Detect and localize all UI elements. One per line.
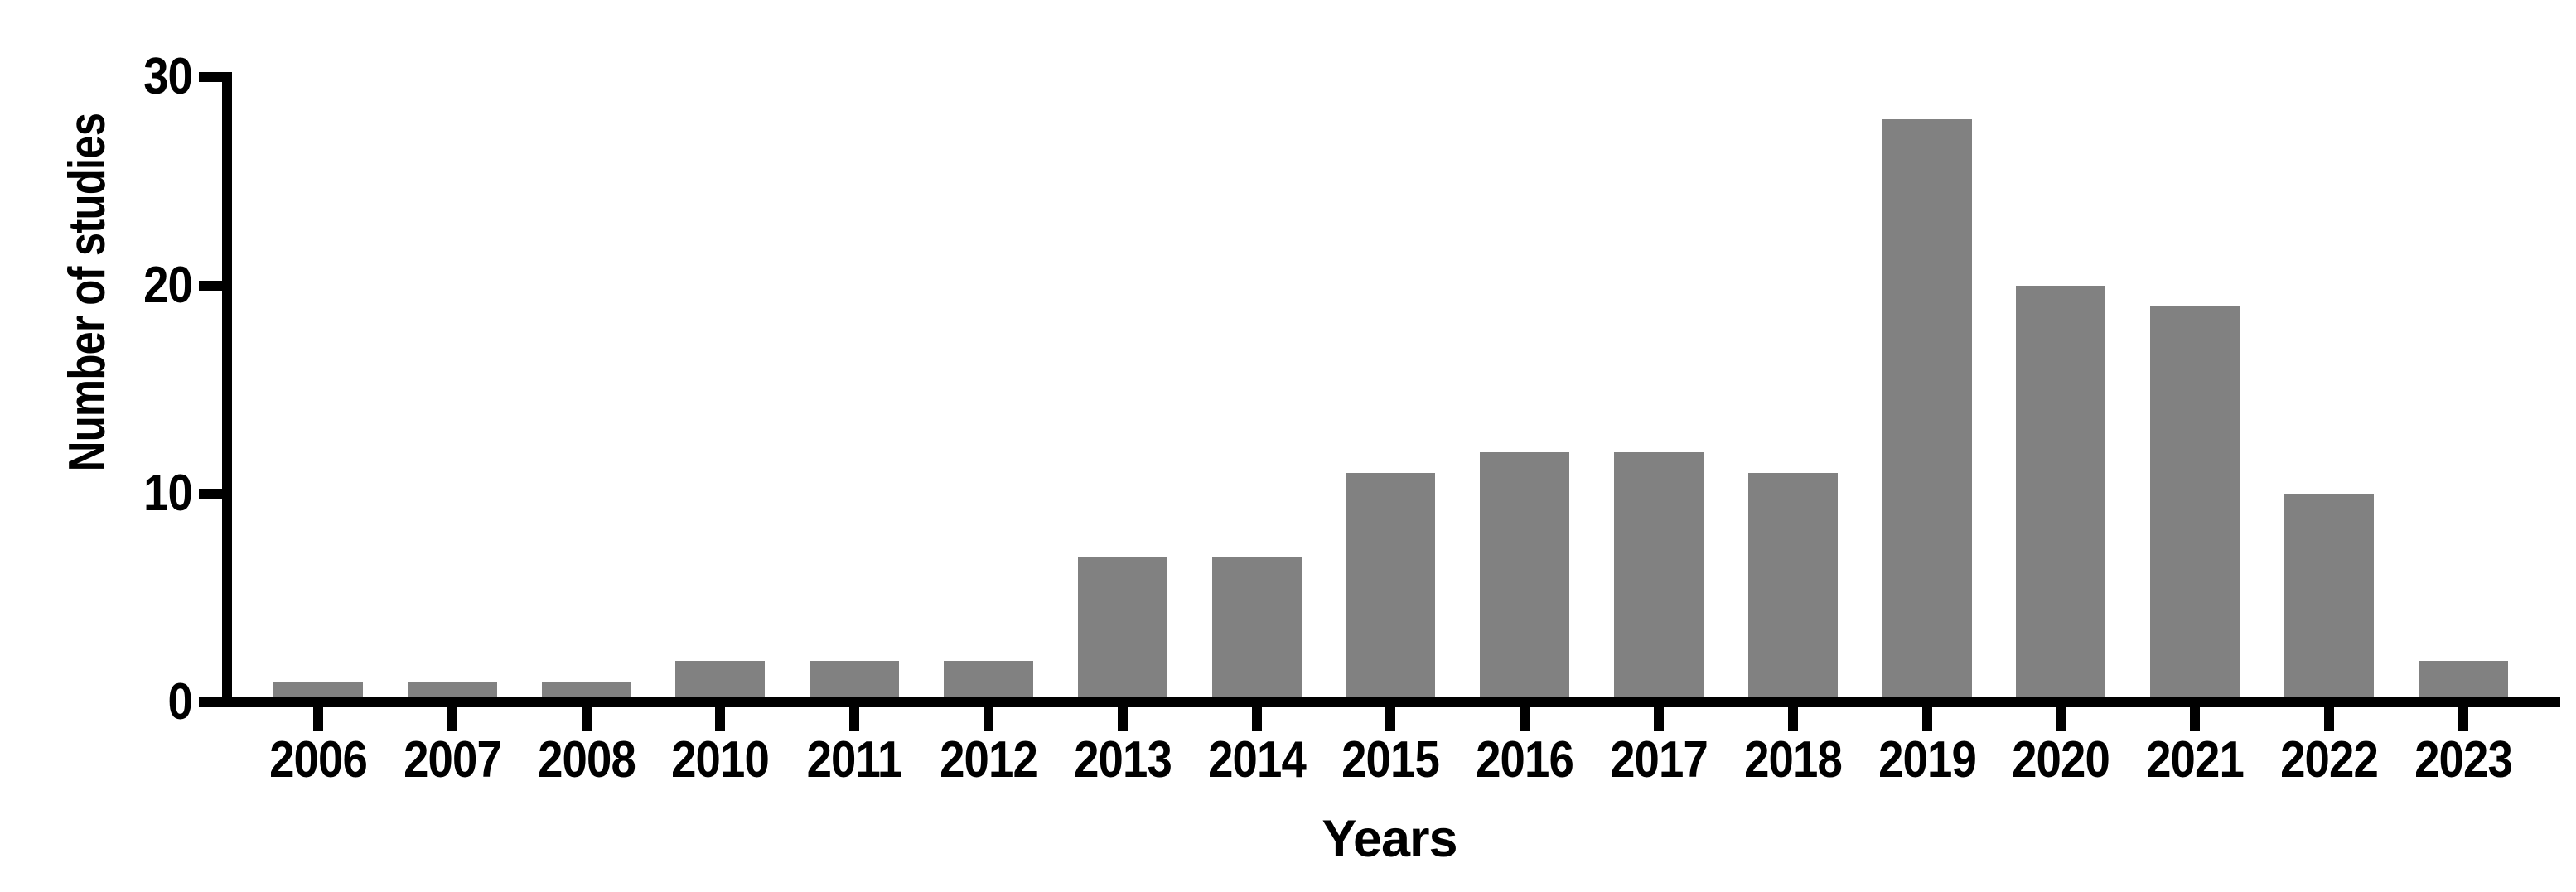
x-tick-2016 [1520, 707, 1530, 731]
y-axis-line [222, 72, 232, 707]
x-tick-2007 [447, 707, 457, 731]
x-tick-label-2023: 2023 [2414, 731, 2513, 788]
bar-2011 [810, 661, 899, 697]
bar-2006 [273, 682, 363, 697]
x-tick-label-2011: 2011 [806, 731, 903, 788]
x-tick-label-2010: 2010 [671, 731, 770, 788]
x-tick-2008 [582, 707, 592, 731]
x-tick-2010 [715, 707, 725, 731]
bar-2022 [2284, 494, 2374, 697]
bar-2020 [2016, 286, 2105, 697]
bar-2017 [1614, 452, 1704, 697]
x-tick-2012 [984, 707, 993, 731]
bar-2008 [542, 682, 631, 697]
y-tick-label-30: 30 [143, 48, 193, 105]
bar-2019 [1882, 119, 1972, 697]
x-tick-2011 [849, 707, 859, 731]
bar-2007 [408, 682, 497, 697]
x-tick-2022 [2324, 707, 2334, 731]
bar-2014 [1212, 557, 1302, 697]
x-tick-2018 [1788, 707, 1798, 731]
x-tick-2019 [1922, 707, 1932, 731]
x-tick-2020 [2056, 707, 2066, 731]
x-tick-2015 [1385, 707, 1395, 731]
x-tick-label-2022: 2022 [2280, 731, 2379, 788]
bar-2012 [944, 661, 1033, 697]
x-tick-label-2020: 2020 [2012, 731, 2110, 788]
x-tick-2006 [313, 707, 323, 731]
x-tick-label-2012: 2012 [940, 731, 1038, 788]
x-tick-label-2006: 2006 [269, 731, 368, 788]
x-tick-label-2018: 2018 [1744, 731, 1843, 788]
x-tick-2013 [1118, 707, 1128, 731]
x-tick-label-2017: 2017 [1610, 731, 1708, 788]
x-tick-label-2007: 2007 [404, 731, 502, 788]
x-tick-label-2008: 2008 [538, 731, 636, 788]
y-tick-label-10: 10 [143, 465, 193, 522]
x-tick-label-2015: 2015 [1341, 731, 1440, 788]
bar-2010 [675, 661, 765, 697]
x-tick-label-2019: 2019 [1878, 731, 1977, 788]
bar-2016 [1480, 452, 1569, 697]
x-tick-label-2016: 2016 [1476, 731, 1574, 788]
bar-2015 [1346, 473, 1435, 697]
bar-2023 [2419, 661, 2508, 697]
x-tick-label-2013: 2013 [1074, 731, 1172, 788]
bar-2021 [2150, 306, 2240, 697]
x-tick-2023 [2458, 707, 2468, 731]
x-axis-line [222, 697, 2560, 707]
bar-2013 [1078, 557, 1167, 697]
x-tick-2021 [2190, 707, 2200, 731]
y-tick-label-20: 20 [143, 257, 193, 314]
x-axis-title: Years [1322, 810, 1457, 868]
x-tick-label-2014: 2014 [1208, 731, 1307, 788]
x-tick-2017 [1654, 707, 1664, 731]
bar-2018 [1748, 473, 1838, 697]
x-tick-label-2021: 2021 [2146, 731, 2245, 788]
x-tick-2014 [1252, 707, 1262, 731]
y-tick-label-0: 0 [167, 673, 193, 730]
